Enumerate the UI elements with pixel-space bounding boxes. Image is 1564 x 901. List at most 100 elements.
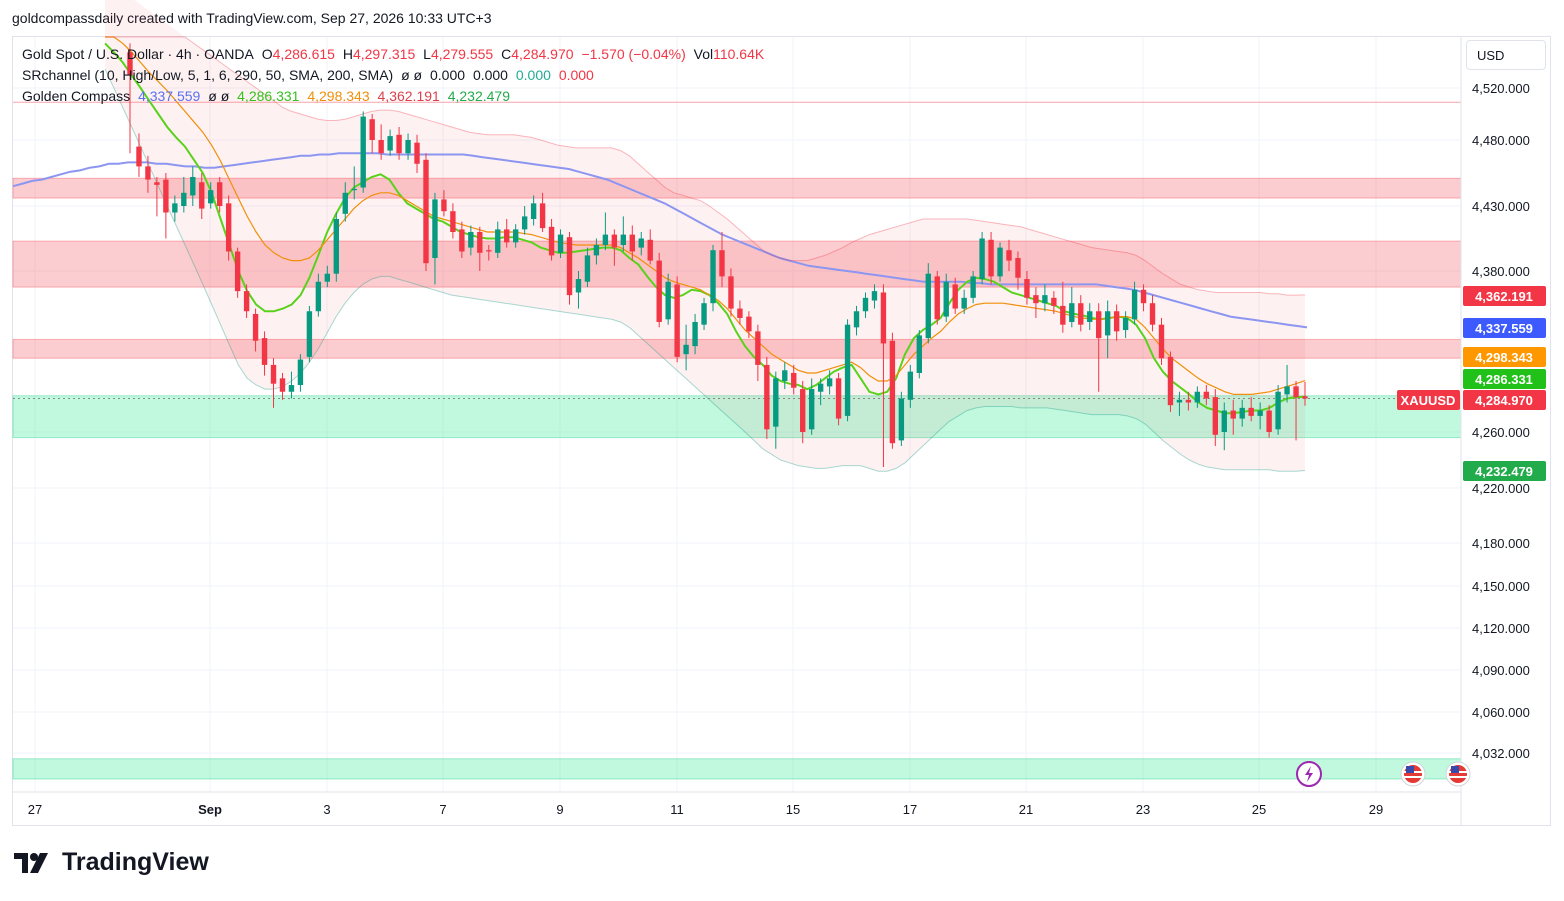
candle[interactable] bbox=[477, 226, 483, 271]
candle[interactable] bbox=[853, 305, 860, 336]
candle[interactable] bbox=[369, 114, 375, 154]
candle[interactable] bbox=[1185, 391, 1192, 411]
candle[interactable] bbox=[539, 192, 546, 232]
candle[interactable] bbox=[378, 124, 384, 160]
candle[interactable] bbox=[719, 232, 725, 288]
candle[interactable] bbox=[306, 305, 313, 363]
candle[interactable] bbox=[620, 216, 627, 252]
candle[interactable] bbox=[405, 133, 411, 160]
candle[interactable] bbox=[1176, 391, 1183, 416]
candle[interactable] bbox=[163, 173, 169, 239]
candle[interactable] bbox=[925, 263, 931, 344]
candle[interactable] bbox=[548, 219, 555, 261]
candle[interactable] bbox=[1015, 251, 1021, 290]
candle[interactable] bbox=[773, 371, 779, 449]
candle[interactable] bbox=[288, 371, 295, 399]
candle[interactable] bbox=[243, 284, 250, 318]
candle[interactable] bbox=[1248, 397, 1254, 422]
candle[interactable] bbox=[459, 221, 465, 258]
candle[interactable] bbox=[351, 166, 357, 200]
candle[interactable] bbox=[181, 176, 187, 213]
candle[interactable] bbox=[1131, 281, 1138, 325]
candle[interactable] bbox=[217, 176, 223, 213]
candle[interactable] bbox=[656, 252, 662, 328]
candle[interactable] bbox=[495, 221, 501, 258]
candle[interactable] bbox=[190, 166, 196, 206]
candle[interactable] bbox=[961, 289, 967, 314]
candle[interactable] bbox=[530, 195, 537, 226]
candle[interactable] bbox=[512, 224, 519, 248]
candle[interactable] bbox=[270, 358, 277, 408]
candle[interactable] bbox=[1069, 287, 1075, 328]
candle[interactable] bbox=[871, 284, 878, 309]
candle[interactable] bbox=[154, 176, 160, 217]
candle[interactable] bbox=[1221, 402, 1227, 451]
us-flag-icon[interactable] bbox=[1400, 761, 1426, 787]
candle[interactable] bbox=[808, 378, 815, 435]
candle[interactable] bbox=[611, 229, 618, 266]
candle[interactable] bbox=[432, 192, 438, 285]
candle[interactable] bbox=[584, 247, 591, 288]
candle[interactable] bbox=[1096, 303, 1102, 392]
candle[interactable] bbox=[360, 111, 366, 193]
candle[interactable] bbox=[136, 133, 142, 177]
candle[interactable] bbox=[1239, 399, 1245, 427]
candle[interactable] bbox=[862, 292, 869, 318]
candle[interactable] bbox=[1158, 317, 1165, 365]
candle[interactable] bbox=[557, 229, 564, 258]
candle[interactable] bbox=[450, 203, 456, 239]
candle[interactable] bbox=[970, 271, 976, 304]
symbol-name[interactable]: Gold Spot / U.S. Dollar · 4h · OANDA bbox=[22, 46, 254, 62]
candle[interactable] bbox=[1257, 402, 1263, 430]
candle[interactable] bbox=[943, 273, 949, 322]
candle[interactable] bbox=[261, 331, 268, 376]
candle[interactable] bbox=[692, 313, 698, 355]
candle[interactable] bbox=[423, 153, 429, 271]
candle[interactable] bbox=[1033, 287, 1039, 318]
candle[interactable] bbox=[396, 127, 402, 160]
candle[interactable] bbox=[234, 247, 241, 298]
us-flag-icon[interactable] bbox=[1445, 761, 1471, 787]
candle[interactable] bbox=[701, 297, 707, 331]
candle[interactable] bbox=[1042, 284, 1048, 312]
candle[interactable] bbox=[342, 182, 348, 222]
candle[interactable] bbox=[1230, 399, 1236, 435]
currency-selector[interactable]: USD bbox=[1466, 40, 1546, 70]
candle[interactable] bbox=[468, 225, 474, 256]
candle[interactable] bbox=[145, 155, 151, 193]
candle[interactable] bbox=[1006, 239, 1012, 271]
candle[interactable] bbox=[952, 277, 958, 314]
candle[interactable] bbox=[791, 364, 797, 395]
candle[interactable] bbox=[1113, 304, 1120, 341]
candle[interactable] bbox=[521, 206, 528, 235]
candle[interactable] bbox=[1149, 295, 1156, 332]
candle[interactable] bbox=[665, 273, 671, 325]
candle[interactable] bbox=[880, 284, 887, 467]
candle[interactable] bbox=[252, 308, 259, 352]
candle[interactable] bbox=[1104, 300, 1111, 359]
candle[interactable] bbox=[504, 219, 510, 248]
candle[interactable] bbox=[1194, 386, 1201, 408]
candle[interactable] bbox=[826, 370, 833, 395]
candle[interactable] bbox=[988, 232, 994, 285]
candle[interactable] bbox=[800, 381, 806, 444]
candle[interactable] bbox=[755, 324, 761, 382]
candle[interactable] bbox=[225, 195, 232, 261]
candle[interactable] bbox=[1051, 291, 1057, 314]
candle[interactable] bbox=[683, 324, 689, 371]
candle[interactable] bbox=[1266, 405, 1272, 438]
candle[interactable] bbox=[1024, 271, 1030, 305]
candle[interactable] bbox=[566, 232, 573, 305]
candle[interactable] bbox=[575, 271, 582, 309]
candle[interactable] bbox=[1203, 385, 1210, 406]
candle[interactable] bbox=[172, 195, 178, 222]
candle[interactable] bbox=[324, 265, 331, 288]
candle[interactable] bbox=[1122, 311, 1129, 339]
candle[interactable] bbox=[315, 273, 322, 317]
candle[interactable] bbox=[1140, 284, 1147, 312]
candle[interactable] bbox=[1275, 385, 1281, 435]
candle[interactable] bbox=[638, 232, 644, 256]
candle[interactable] bbox=[602, 212, 609, 251]
candle[interactable] bbox=[1078, 295, 1084, 332]
